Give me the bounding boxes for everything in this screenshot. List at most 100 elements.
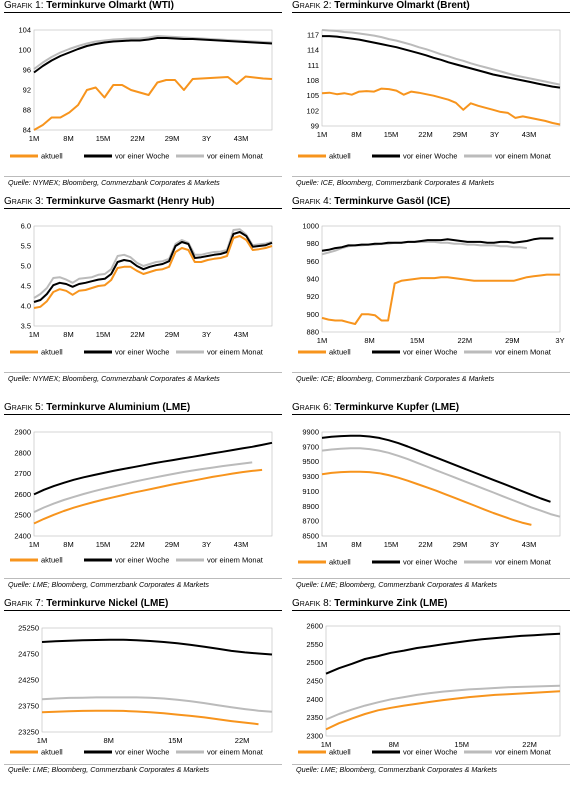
source-note: Quelle: NYMEX; Bloomberg, Commerzbank Co… — [8, 374, 220, 383]
title-rule — [292, 208, 570, 209]
chart-panel-1: Grafik 1: Terminkurve Olmarkt (WTI) 84 88… — [4, 0, 282, 192]
series-line-woche — [321, 434, 551, 503]
y-tick-label: 111 — [308, 61, 319, 70]
legend-label-woche: vor einer Woche — [403, 348, 457, 357]
source-note: Quelle: ICE; Bloomberg, Commerzbank Corp… — [296, 374, 495, 383]
y-tick-label: 4.0 — [21, 302, 31, 311]
y-tick-label: 25250 — [18, 624, 39, 633]
y-tick-label: 4.5 — [21, 282, 31, 291]
y-tick-label: 96 — [23, 66, 31, 75]
series-line-monat — [41, 696, 273, 713]
plot-area — [321, 431, 561, 537]
legend-label-aktuell: aktuell — [329, 748, 351, 757]
x-tick-label: 22M — [130, 540, 145, 549]
y-tick-label: 8900 — [302, 502, 319, 511]
y-tick-label: 2450 — [306, 677, 323, 686]
y-tick-label: 23250 — [18, 728, 39, 737]
chart-title: Grafik 6: Terminkurve Kupfer (LME) — [292, 402, 459, 413]
series-line-monat — [321, 447, 561, 518]
y-tick-label: 2350 — [306, 713, 323, 722]
series-line-monat — [321, 240, 528, 256]
series-line-monat — [325, 684, 561, 721]
y-tick-label: 960 — [306, 257, 319, 266]
legend-label-monat: vor einem Monat — [207, 348, 264, 357]
y-tick-label: 2600 — [306, 622, 323, 631]
x-tick-label: 8M — [364, 336, 374, 345]
chart-panel-8: Grafik 8: Terminkurve Zink (LME) 2300 235… — [292, 598, 570, 790]
legend-label-aktuell: aktuell — [329, 152, 351, 161]
chart-panel-6: Grafik 6: Terminkurve Kupfer (LME) 8500 8… — [292, 402, 570, 594]
legend-label-aktuell: aktuell — [41, 748, 63, 757]
chart-name: Terminkurve Gasmarkt (Henry Hub) — [46, 196, 215, 207]
chart-canvas: 99 102 105 108 111 114 117 1M 8M 15M 22M 29M 3Y 43M ak… — [298, 29, 561, 161]
x-tick-label: 8M — [63, 540, 73, 549]
x-tick-label: 15M — [96, 540, 111, 549]
source-rule — [4, 764, 282, 765]
chart-name: Terminkurve Gasöl (ICE) — [334, 196, 451, 207]
y-tick-label: 2800 — [14, 448, 31, 457]
x-tick-label: 22M — [235, 736, 250, 745]
y-tick-label: 2550 — [306, 640, 323, 649]
y-tick-label: 99 — [311, 122, 319, 131]
source-note: Quelle: NYMEX; Bloomberg, Commerzbank Co… — [8, 178, 220, 187]
y-tick-label: 2300 — [306, 732, 323, 741]
y-tick-label: 8500 — [302, 532, 319, 541]
x-tick-label: 1M — [29, 330, 39, 339]
title-rule — [4, 208, 282, 209]
x-tick-label: 1M — [317, 130, 327, 139]
x-tick-label: 43M — [234, 330, 249, 339]
x-tick-label: 15M — [168, 736, 183, 745]
chart-number: Grafik 5: — [4, 402, 44, 413]
y-tick-label: 24250 — [18, 676, 39, 685]
y-tick-label: 2400 — [14, 532, 31, 541]
x-tick-label: 8M — [351, 130, 361, 139]
chart-name: Terminkurve Aluminium (LME) — [46, 402, 191, 413]
source-note: Quelle: LME; Bloomberg, Commerzbank Corp… — [296, 765, 497, 774]
chart-name: Terminkurve Olmarkt (Brent) — [334, 0, 470, 11]
series-line-aktuell — [33, 75, 273, 131]
legend-label-woche: vor einer Woche — [403, 748, 457, 757]
y-tick-label: 920 — [306, 292, 319, 301]
legend-label-monat: vor einem Monat — [207, 556, 264, 565]
title-rule — [4, 414, 282, 415]
x-tick-label: 15M — [96, 330, 111, 339]
x-tick-label: 8M — [389, 740, 399, 749]
y-tick-label: 9100 — [302, 487, 319, 496]
plot-area — [321, 29, 561, 127]
x-tick-label: 29M — [165, 330, 180, 339]
y-tick-label: 5.5 — [21, 242, 31, 251]
y-tick-label: 6.0 — [21, 222, 31, 231]
x-tick-label: 29M — [505, 336, 520, 345]
x-tick-label: 8M — [63, 330, 73, 339]
chart-canvas: 2300 2350 2400 2450 2500 2550 2600 1M 8M 15M 22M ak… — [298, 622, 561, 757]
chart-title: Grafik 1: Terminkurve Olmarkt (WTI) — [4, 0, 174, 11]
y-tick-label: 8700 — [302, 517, 319, 526]
chart-panel-3: Grafik 3: Terminkurve Gasmarkt (Henry Hu… — [4, 196, 282, 388]
chart-number: Grafik 8: — [292, 598, 332, 609]
plot-area — [33, 29, 273, 131]
series-line-aktuell — [325, 690, 561, 731]
source-note: Quelle: LME; Bloomberg, Commerzbank Corp… — [8, 580, 209, 589]
chart-number: Grafik 4: — [292, 196, 332, 207]
y-tick-label: 102 — [306, 106, 319, 115]
legend-label-woche: vor einer Woche — [403, 152, 457, 161]
x-tick-label: 3Y — [202, 540, 211, 549]
x-tick-label: 3Y — [490, 130, 499, 139]
chart-panel-5: Grafik 5: Terminkurve Aluminium (LME) 24… — [4, 402, 282, 594]
x-tick-label: 29M — [165, 540, 180, 549]
y-tick-label: 2500 — [14, 511, 31, 520]
x-tick-label: 15M — [384, 130, 399, 139]
series-line-monat — [33, 228, 273, 299]
y-tick-label: 105 — [306, 91, 319, 100]
plot-area — [41, 627, 273, 733]
legend-label-monat: vor einem Monat — [495, 558, 552, 567]
plot-area — [33, 225, 273, 327]
legend-label-woche: vor einer Woche — [115, 556, 169, 565]
x-tick-label: 1M — [37, 736, 47, 745]
legend-label-monat: vor einem Monat — [495, 748, 552, 757]
y-tick-label: 9900 — [302, 428, 319, 437]
chart-number: Grafik 2: — [292, 0, 332, 11]
series-line-aktuell — [321, 273, 560, 325]
x-tick-label: 43M — [234, 134, 249, 143]
y-tick-label: 114 — [307, 46, 319, 55]
